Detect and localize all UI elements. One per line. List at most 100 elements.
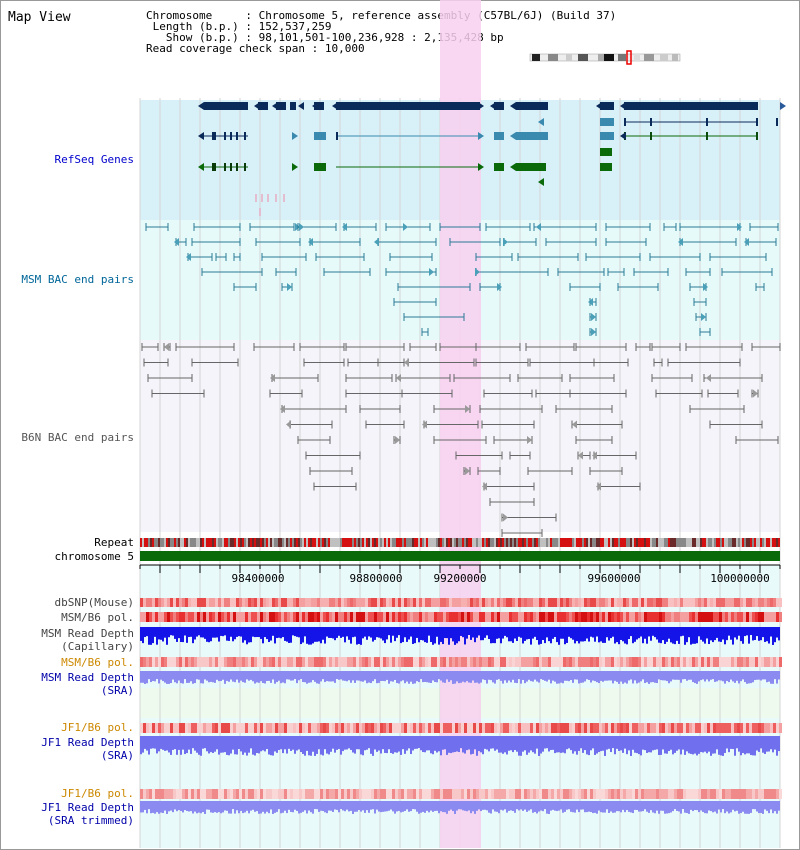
msm-b6-pol-2-heat: [380, 657, 383, 667]
jf1-b6-pol-heat: [194, 723, 197, 733]
jf1-depth-trimmed-bar: [762, 801, 764, 814]
dbsnp-heat: [272, 598, 275, 607]
msm-b6-pol-2-heat: [698, 657, 701, 667]
msm-b6-pol-2-heat: [641, 657, 644, 667]
jf1-depth-trimmed-bar: [708, 801, 710, 811]
jf1-depth-sra-bar: [348, 736, 350, 749]
msm-depth-sra-bar: [428, 671, 430, 683]
msm-depth-sra-bar: [190, 671, 192, 682]
jf1-depth-trimmed-bar: [250, 801, 252, 811]
msm-b6-pol-2-heat: [272, 657, 275, 667]
dbsnp-heat: [458, 598, 461, 607]
msm-depth-capillary-bar: [730, 627, 732, 640]
msm-b6-pol-2-heat: [536, 657, 539, 667]
repeat-mark: [444, 538, 446, 547]
dbsnp-heat: [473, 598, 476, 607]
dbsnp-heat: [404, 598, 407, 607]
repeat-mark: [576, 538, 578, 547]
repeat-mark: [188, 538, 190, 547]
jf1-depth-sra-bar: [156, 736, 158, 754]
jf1-depth-sra-bar: [350, 736, 352, 750]
msm-depth-sra-bar: [146, 671, 148, 684]
msm-depth-capillary-bar: [632, 627, 634, 644]
msm-depth-capillary-bar: [286, 627, 288, 642]
msm-depth-sra-bar: [774, 671, 776, 680]
refseq-gene: [204, 102, 248, 110]
jf1-depth-trimmed-bar: [332, 801, 334, 812]
msm-depth-capillary-bar: [384, 627, 386, 644]
jf1-b6-pol-heat: [509, 723, 512, 733]
repeat-mark: [140, 538, 142, 547]
jf1-depth-sra-bar: [206, 736, 208, 752]
jf1-depth-trimmed-bar: [442, 801, 444, 813]
jf1-depth-trimmed-bar: [252, 801, 254, 810]
msm-b6-pol-2-heat: [335, 657, 338, 667]
jf1-depth-sra-bar: [532, 736, 534, 753]
repeat-mark: [722, 538, 724, 547]
jf1-b6-pol-heat: [545, 723, 548, 733]
dbsnp-heat: [569, 598, 572, 607]
jf1-b6-pol-2-heat: [356, 789, 359, 799]
b6n-bac-pair-head: [572, 420, 577, 429]
msm-b6-pol-2-heat: [533, 657, 536, 667]
repeat-mark: [166, 538, 168, 547]
dbsnp-heat: [164, 598, 167, 607]
jf1-b6-pol-heat: [446, 723, 449, 733]
jf1-depth-sra-bar: [392, 736, 394, 754]
jf1-depth-sra-bar: [144, 736, 146, 749]
msm-depth-capillary-bar: [612, 627, 614, 637]
jf1-depth-sra-bar: [288, 736, 290, 749]
jf1-b6-pol-2-heat: [680, 789, 683, 799]
msm-b6-pol-heat: [206, 612, 209, 622]
jf1-depth-sra-bar: [190, 736, 192, 754]
msm-depth-capillary-bar: [302, 627, 304, 643]
track-label-jf1-depth-sra: JF1 Read Depth: [41, 736, 134, 749]
jf1-b6-pol-heat: [548, 723, 551, 733]
msm-b6-pol-heat: [557, 612, 560, 622]
track-label-msm-depth-capillary-sub: (Capillary): [61, 640, 134, 653]
msm-depth-capillary-bar: [318, 627, 320, 642]
msm-depth-capillary-bar: [164, 627, 166, 638]
msm-depth-sra-bar: [572, 671, 574, 683]
jf1-depth-sra-bar: [536, 736, 538, 749]
jf1-depth-sra-bar: [220, 736, 222, 753]
jf1-depth-sra-bar: [300, 736, 302, 753]
jf1-depth-sra-bar: [724, 736, 726, 753]
jf1-depth-trimmed-bar: [746, 801, 748, 814]
msm-depth-sra-bar: [628, 671, 630, 681]
msm-depth-capillary-bar: [450, 627, 452, 639]
jf1-depth-sra-bar: [714, 736, 716, 754]
jf1-depth-trimmed-bar: [574, 801, 576, 813]
msm-depth-capillary-bar: [186, 627, 188, 643]
repeat-mark: [558, 538, 560, 547]
dbsnp-heat: [701, 598, 704, 607]
jf1-depth-trimmed-bar: [454, 801, 456, 814]
msm-depth-sra-bar: [300, 671, 302, 680]
msm-depth-sra-bar: [388, 671, 390, 684]
jf1-depth-sra-bar: [434, 736, 436, 751]
msm-b6-pol-heat: [269, 612, 272, 622]
msm-depth-capillary-bar: [706, 627, 708, 639]
jf1-b6-pol-heat: [755, 723, 758, 733]
msm-b6-pol-2-heat: [176, 657, 179, 667]
jf1-b6-pol-heat: [617, 723, 620, 733]
jf1-depth-sra-bar: [698, 736, 700, 754]
jf1-depth-sra-bar: [492, 736, 494, 749]
jf1-depth-trimmed-bar: [564, 801, 566, 812]
msm-depth-sra-bar: [750, 671, 752, 684]
jf1-b6-pol-heat: [563, 723, 566, 733]
msm-b6-pol-heat: [350, 612, 353, 622]
msm-b6-pol-2-heat: [569, 657, 572, 667]
msm-b6-pol-heat: [176, 612, 179, 622]
jf1-depth-sra-bar: [666, 736, 668, 754]
dbsnp-heat: [296, 598, 299, 607]
msm-b6-pol-heat: [668, 612, 671, 622]
msm-b6-pol-2-heat: [332, 657, 335, 667]
msm-depth-capillary-bar: [184, 627, 186, 636]
jf1-depth-trimmed-bar: [468, 801, 470, 811]
jf1-depth-trimmed-bar: [488, 801, 490, 813]
jf1-depth-trimmed-bar: [634, 801, 636, 810]
msm-depth-capillary-bar: [434, 627, 436, 644]
msm-depth-capillary-bar: [396, 627, 398, 638]
